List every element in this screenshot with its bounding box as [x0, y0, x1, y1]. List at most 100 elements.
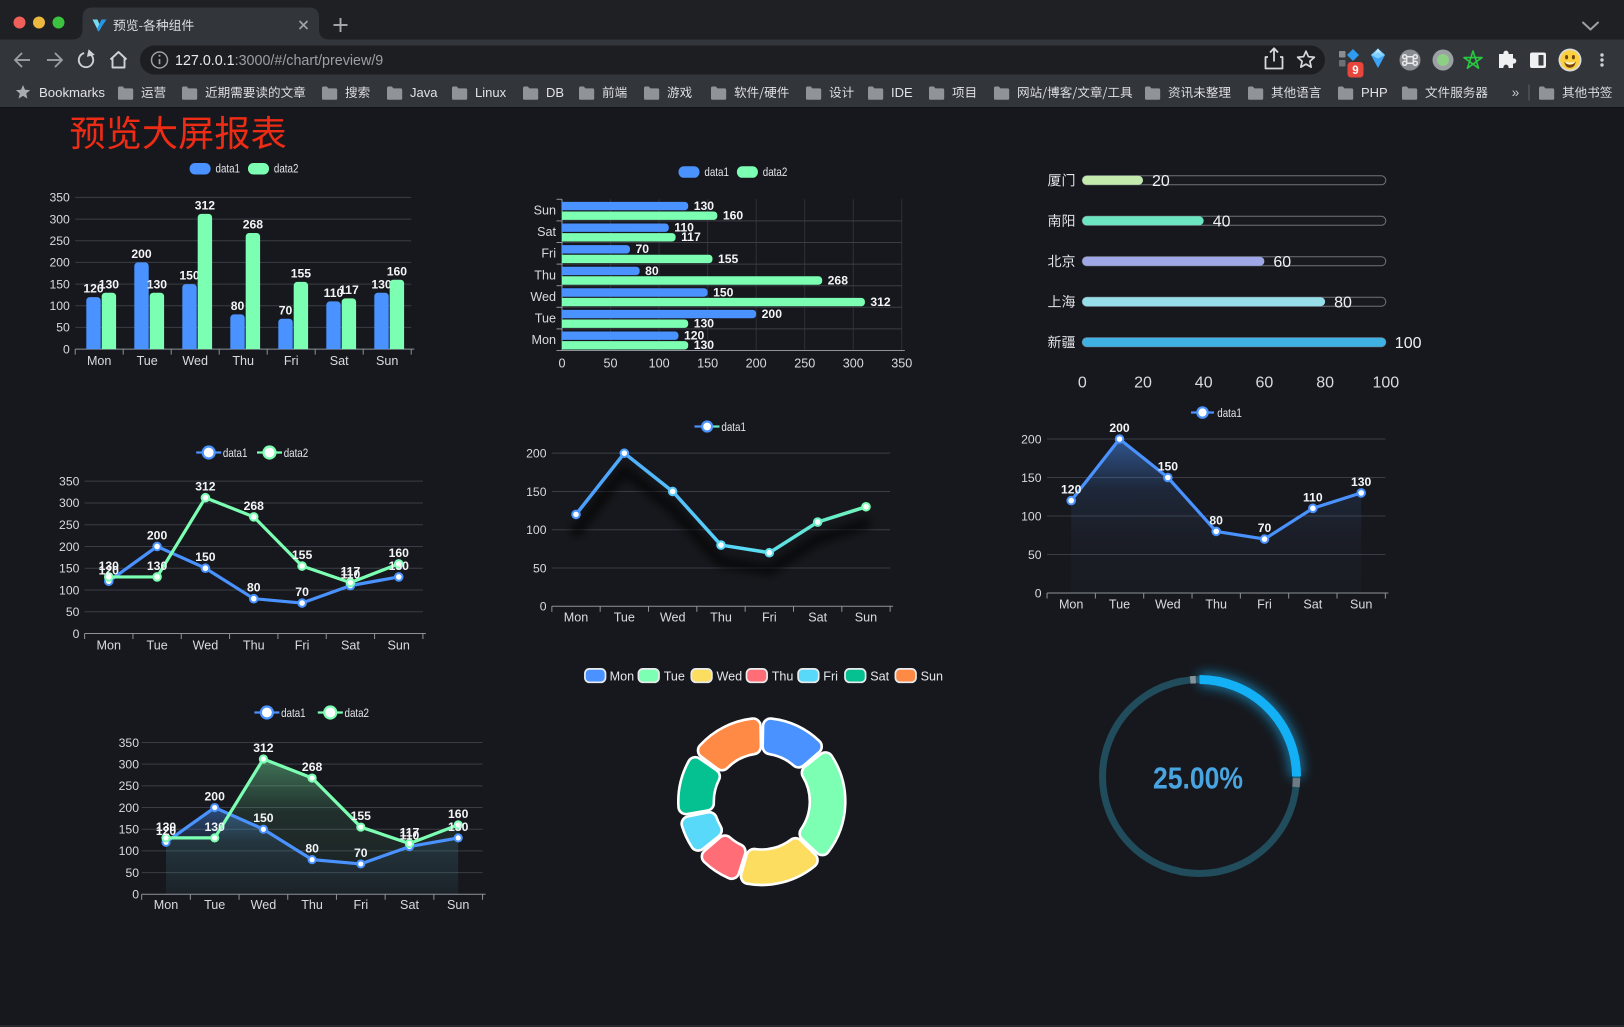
svg-text:Sat: Sat	[1303, 597, 1322, 611]
svg-text:150: 150	[179, 269, 200, 283]
svg-text:155: 155	[351, 809, 372, 823]
svg-text:100: 100	[49, 299, 70, 313]
svg-text:Sun: Sun	[447, 898, 469, 912]
svg-text:155: 155	[718, 252, 739, 266]
svg-text:150: 150	[526, 485, 547, 499]
svg-text:0: 0	[73, 627, 80, 641]
svg-text:Wed: Wed	[1155, 597, 1181, 611]
svg-text:130: 130	[147, 277, 168, 291]
svg-text:200: 200	[147, 528, 168, 542]
svg-text:312: 312	[195, 480, 216, 494]
svg-text:Wed: Wed	[717, 669, 743, 683]
svg-text:Sat: Sat	[341, 638, 360, 652]
svg-text:100: 100	[59, 583, 80, 597]
svg-text:200: 200	[119, 801, 140, 815]
svg-text:160: 160	[389, 546, 410, 560]
svg-text:130: 130	[99, 277, 120, 291]
svg-text:300: 300	[119, 757, 140, 771]
svg-text:Thu: Thu	[301, 898, 323, 912]
svg-text:130: 130	[694, 317, 715, 331]
svg-text:130: 130	[99, 559, 120, 573]
svg-text:200: 200	[1021, 432, 1042, 446]
svg-text:117: 117	[400, 826, 420, 840]
svg-text:0: 0	[63, 342, 70, 356]
svg-text:Sun: Sun	[855, 611, 877, 625]
svg-text:IDE: IDE	[891, 85, 913, 100]
svg-text:20: 20	[1134, 375, 1152, 392]
svg-text:70: 70	[635, 242, 649, 256]
svg-text:130: 130	[448, 820, 469, 834]
svg-text:100: 100	[1395, 335, 1422, 352]
svg-text:Wed: Wed	[660, 611, 686, 625]
svg-text:150: 150	[253, 811, 274, 825]
svg-text:312: 312	[195, 198, 216, 212]
svg-text:120: 120	[83, 282, 104, 296]
svg-text:50: 50	[66, 605, 80, 619]
svg-text:Mon: Mon	[610, 669, 635, 683]
svg-text:150: 150	[697, 357, 718, 371]
svg-text:200: 200	[1109, 421, 1130, 435]
svg-text:80: 80	[645, 264, 659, 278]
svg-text:117: 117	[681, 230, 701, 244]
svg-text:Mon: Mon	[87, 354, 112, 368]
svg-text:»: »	[1512, 85, 1520, 100]
svg-text:Thu: Thu	[1205, 597, 1227, 611]
svg-text:80: 80	[1209, 513, 1223, 527]
svg-text:Tue: Tue	[137, 354, 158, 368]
svg-text:70: 70	[295, 585, 309, 599]
svg-text:250: 250	[119, 779, 140, 793]
svg-text:data1: data1	[216, 162, 241, 176]
svg-text:Sat: Sat	[808, 611, 827, 625]
svg-text:250: 250	[59, 518, 80, 532]
svg-text:100: 100	[526, 523, 547, 537]
svg-text:80: 80	[1316, 375, 1334, 392]
svg-text:data2: data2	[274, 162, 299, 176]
svg-text:268: 268	[302, 760, 323, 774]
svg-text:268: 268	[828, 273, 849, 287]
svg-text:Tue: Tue	[535, 312, 556, 326]
svg-text:110: 110	[1303, 490, 1323, 504]
svg-text:130: 130	[694, 338, 715, 352]
svg-text:300: 300	[843, 357, 864, 371]
svg-text:350: 350	[891, 357, 912, 371]
svg-text:Bookmarks: Bookmarks	[39, 85, 105, 100]
svg-text:200: 200	[131, 247, 152, 261]
svg-text:Thu: Thu	[772, 669, 794, 683]
svg-text:Tue: Tue	[146, 638, 167, 652]
svg-text:0: 0	[1035, 586, 1042, 600]
svg-text:Wed: Wed	[193, 638, 219, 652]
svg-text:Thu: Thu	[534, 268, 556, 282]
svg-text:40: 40	[1195, 375, 1213, 392]
svg-text:50: 50	[533, 561, 547, 575]
svg-text:110: 110	[341, 568, 361, 582]
svg-text:300: 300	[59, 496, 80, 510]
svg-text:150: 150	[1021, 471, 1042, 485]
svg-text:Linux: Linux	[475, 85, 507, 100]
svg-text:Sun: Sun	[534, 204, 556, 218]
svg-text:120: 120	[156, 824, 177, 838]
svg-text:25.00%: 25.00%	[1153, 762, 1243, 796]
svg-text:DB: DB	[546, 85, 564, 100]
svg-text:Sun: Sun	[921, 669, 943, 683]
svg-text:150: 150	[713, 285, 734, 299]
svg-text:150: 150	[59, 562, 80, 576]
svg-text:150: 150	[49, 277, 70, 291]
svg-text:100: 100	[1021, 509, 1042, 523]
svg-text:80: 80	[1334, 294, 1352, 311]
svg-text:200: 200	[49, 256, 70, 270]
svg-text:312: 312	[253, 741, 274, 755]
svg-text:120: 120	[1061, 483, 1082, 497]
svg-text:150: 150	[119, 823, 140, 837]
svg-text:110: 110	[674, 221, 694, 235]
svg-text:120: 120	[684, 329, 705, 343]
svg-text:9: 9	[1352, 65, 1358, 77]
svg-text:300: 300	[49, 212, 70, 226]
svg-text:0: 0	[558, 357, 565, 371]
svg-text:Thu: Thu	[710, 611, 732, 625]
svg-text:Sat: Sat	[870, 669, 889, 683]
svg-text:150: 150	[195, 550, 216, 564]
svg-text:Thu: Thu	[243, 638, 265, 652]
svg-text:100: 100	[649, 357, 670, 371]
svg-text:130: 130	[1351, 475, 1372, 489]
svg-text:data1: data1	[1217, 406, 1242, 420]
